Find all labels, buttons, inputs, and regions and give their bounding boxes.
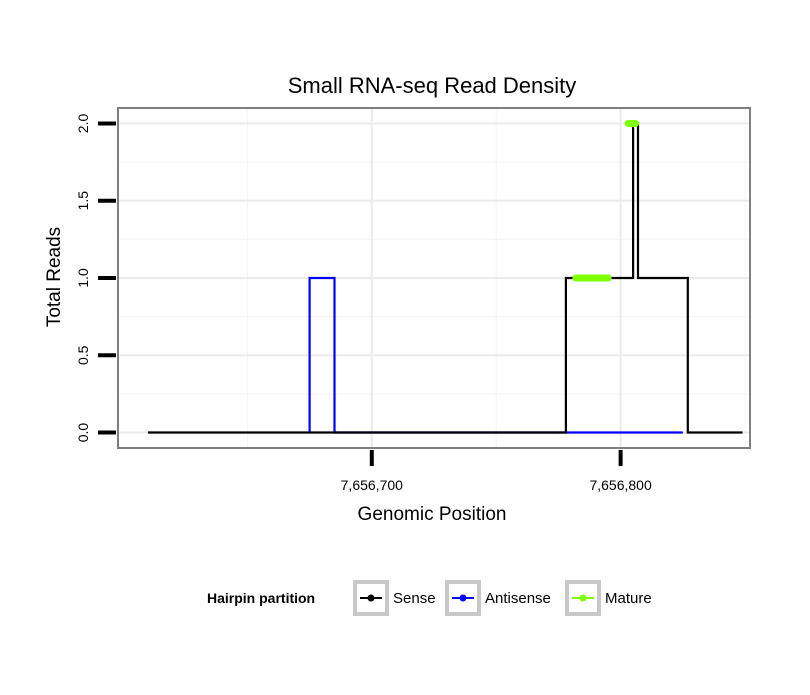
legend-label: Sense: [393, 590, 436, 607]
legend-key-point: [459, 594, 467, 602]
y-tick-label: 0.0: [75, 423, 91, 443]
legend-item-sense: Sense: [353, 580, 436, 616]
legend-title: Hairpin partition: [207, 590, 315, 606]
legend-label: Antisense: [485, 590, 551, 607]
y-axis: 0.0 0.5 1.0 1.5 2.0: [75, 114, 116, 443]
y-tick-label: 0.5: [75, 345, 91, 365]
y-tick-label: 2.0: [75, 114, 91, 134]
x-axis-title: Genomic Position: [358, 504, 507, 525]
plot-border: [117, 107, 751, 449]
legend: Hairpin partition Sense Antisense Mature: [207, 580, 652, 616]
series-layer: [147, 119, 743, 434]
legend-key-point: [579, 594, 587, 602]
chart-title: Small RNA-seq Read Density: [288, 73, 577, 98]
legend-items: Sense Antisense Mature: [353, 580, 652, 616]
y-tick-label: 1.0: [75, 268, 91, 288]
legend-item-antisense: Antisense: [445, 580, 551, 616]
x-axis: 7,656,700 7,656,800: [341, 450, 652, 493]
x-tick-label: 7,656,800: [589, 477, 651, 493]
legend-item-mature: Mature: [565, 580, 652, 616]
legend-key-point: [367, 594, 375, 602]
y-axis-title: Total Reads: [44, 227, 65, 327]
legend-label: Mature: [605, 590, 652, 607]
y-tick-label: 1.5: [75, 191, 91, 211]
x-tick-label: 7,656,700: [341, 477, 403, 493]
plot-panel: [117, 107, 751, 449]
